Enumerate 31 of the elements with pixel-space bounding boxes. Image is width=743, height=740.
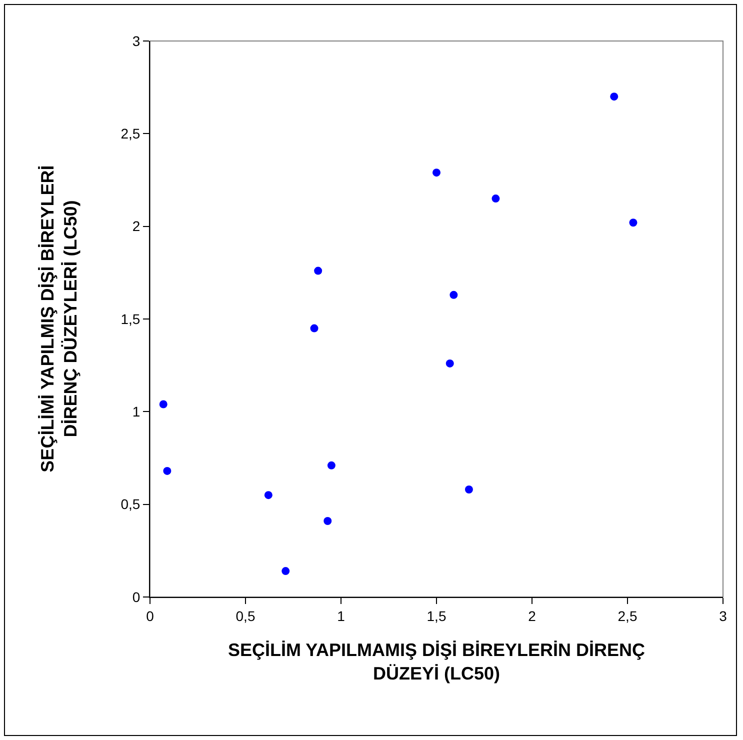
x-tick-label: 0 [146,608,154,624]
y-tick-label: 0,5 [120,496,140,512]
x-tick-label: 3 [719,608,728,624]
point [446,359,454,368]
point [464,486,473,494]
y-axis-title: SEÇİLİMİ YAPILMIŞ DİŞİ BİREYLERİ DİRENÇ DÜZEYLERİ (LC50) [37,165,81,472]
point [310,324,318,332]
x-tick-label: 2 [528,608,536,624]
point [264,491,272,500]
point [450,290,458,299]
x-tick-label: 0,5 [236,608,256,624]
x-tick-label: 1 [337,608,346,624]
x-tick-label: 1,5 [426,608,446,624]
point [324,517,332,526]
x-tick-label: 2,5 [618,608,638,624]
point [314,266,322,275]
point [610,92,618,101]
y-tick-label: 1 [132,404,140,420]
x-axis-title: SEÇİLİM YAPILMAMIŞ DİŞİ BİREYLERİN DİRENÇ DÜZEYİ (LC50) [228,640,646,684]
y-tick-label: 3 [132,32,140,49]
y-tick-label: 0 [132,588,140,605]
point [282,567,290,576]
point [159,400,168,408]
point [492,194,500,203]
y-tick-label: 2 [132,218,140,234]
y-tick-label: 1,5 [120,310,140,327]
y-tick-label: 2,5 [120,126,140,142]
point [432,168,440,177]
point [163,466,172,475]
point [327,461,336,470]
point [629,218,638,227]
